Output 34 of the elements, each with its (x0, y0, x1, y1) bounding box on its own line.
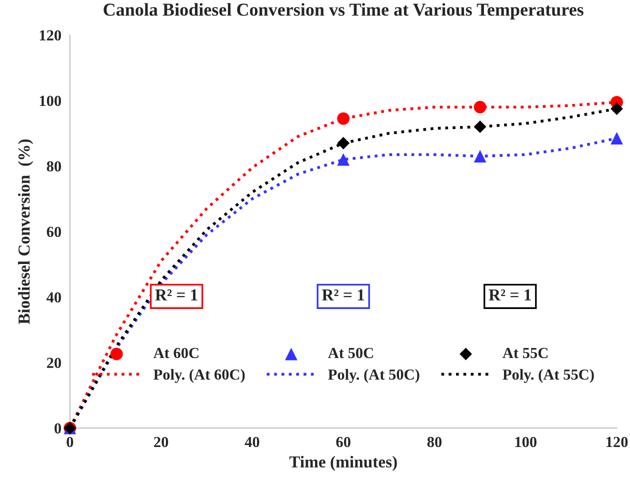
x-tick-label: 20 (154, 436, 168, 448)
y-tick-label: 60 (46, 226, 62, 238)
point (610, 102, 623, 115)
point (610, 132, 623, 144)
x-tick-label: 40 (244, 436, 260, 448)
x-tick-label: 0 (66, 436, 74, 448)
x-tick-label: 120 (606, 436, 628, 448)
point (474, 150, 486, 162)
point (474, 120, 486, 133)
legend-label: At 60C (153, 348, 198, 358)
y-tick-label: 120 (40, 30, 62, 41)
chart-title: Canola Biodiesel Conversion vs Time at Various Temperatures (104, 3, 584, 20)
legend-label: Poly. (At 50C) (328, 368, 420, 383)
point (474, 100, 486, 114)
legend-label: Poly. (At 60C) (154, 368, 245, 383)
y-axis-title: Biodiesel Conversion (%) (18, 139, 34, 324)
point (337, 153, 350, 166)
x-axis-title: Time (minutes) (289, 456, 397, 471)
y-tick-label: 0 (54, 423, 62, 434)
y-tick-label: 100 (40, 96, 62, 106)
y-tick-label: 20 (46, 358, 62, 368)
legend-label: Poly. (At 55C) (502, 368, 594, 383)
y-tick-label: 40 (46, 292, 62, 303)
x-tick-label: 80 (427, 436, 442, 448)
annotation: R² = 1 (155, 289, 198, 300)
x-tick-label: 60 (336, 436, 350, 448)
legend-label: At 55C (502, 348, 548, 358)
y-tick-label: 80 (46, 161, 62, 172)
legend-label: At 50C (328, 348, 373, 358)
point (337, 112, 350, 125)
annotation: R² = 1 (488, 289, 531, 300)
x-tick-label: 100 (515, 436, 537, 448)
annotation: R² = 1 (322, 289, 364, 300)
point (337, 136, 350, 150)
